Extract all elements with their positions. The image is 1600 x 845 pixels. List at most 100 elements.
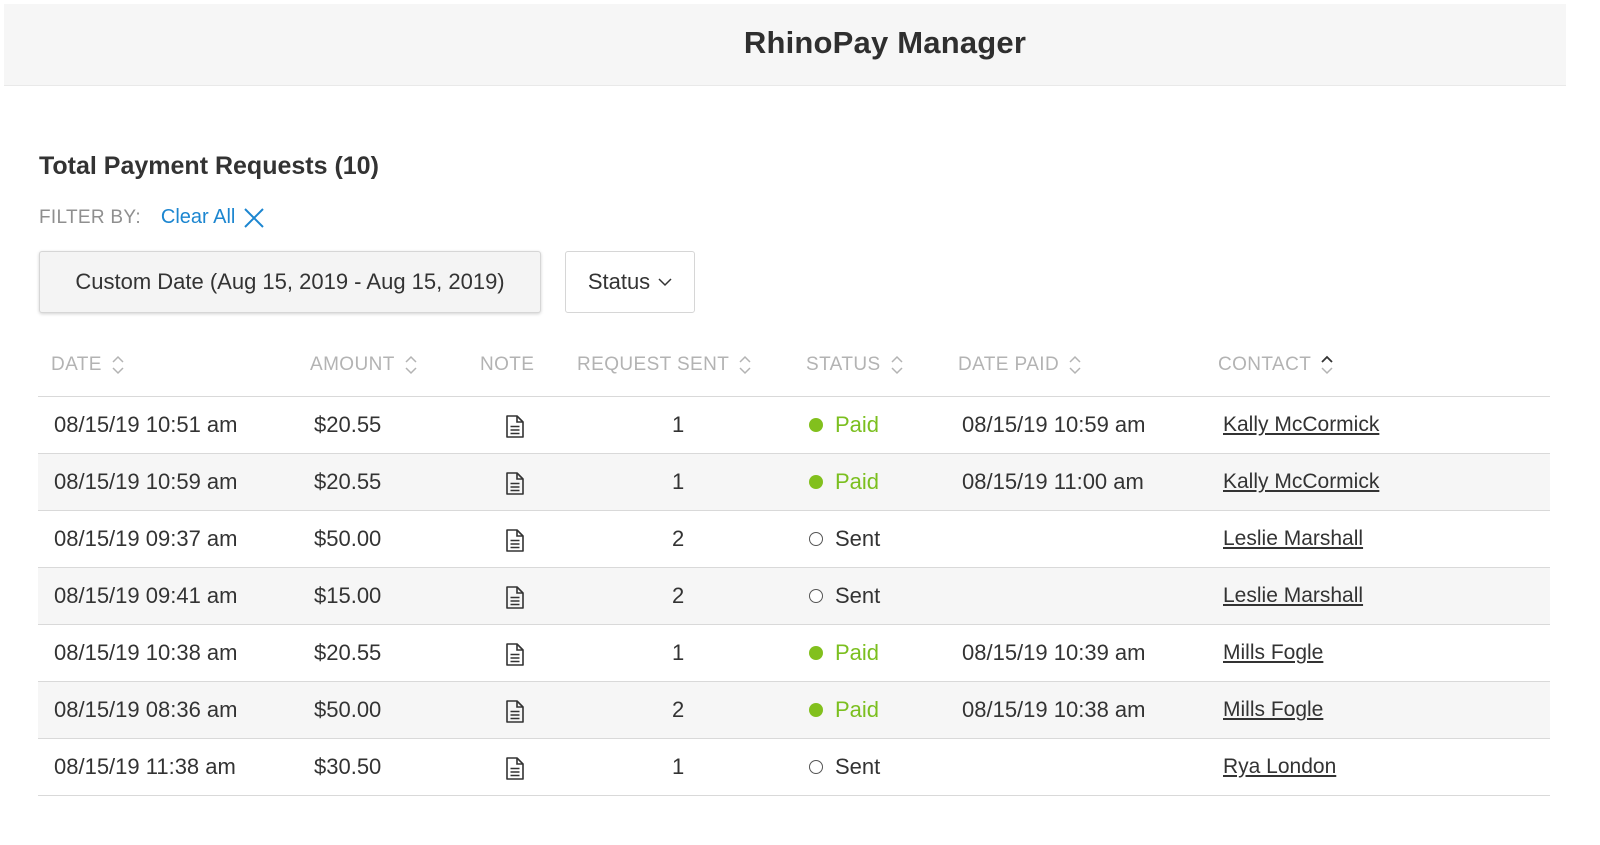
sort-icon [112, 355, 124, 375]
column-header-label: NOTE [480, 354, 535, 375]
table-row: 08/15/19 09:37 am $50.00 2 Sent Leslie Marsh… [38, 511, 1550, 568]
sent-status-circle-icon [809, 589, 823, 603]
app-header: RhinoPay Manager [4, 4, 1566, 86]
request-sent-cell: 2 [672, 526, 685, 551]
request-sent-cell: 1 [672, 469, 685, 494]
clear-all-button[interactable]: Clear All [161, 206, 265, 229]
date-cell: 08/15/19 11:38 am [54, 754, 236, 779]
app-title: RhinoPay Manager [743, 24, 1027, 60]
page-title: Total Payment Requests (10) [39, 152, 379, 180]
column-header-status[interactable]: STATUS [806, 354, 903, 376]
date-cell: 08/15/19 10:59 am [54, 469, 238, 494]
column-header-note: NOTE [480, 354, 534, 376]
amount-cell: $15.00 [314, 583, 382, 608]
table-row: 08/15/19 10:38 am $20.55 1 Paid 08/15/19 10:… [38, 625, 1550, 682]
note-icon[interactable] [505, 528, 525, 553]
table-row: 08/15/19 08:36 am $50.00 2 Paid 08/15/19 10:… [38, 682, 1550, 739]
column-header-request-sent[interactable]: REQUEST SENT [577, 354, 751, 376]
custom-date-filter-button[interactable]: Custom Date (Aug 15, 2019 - Aug 15, 2019… [39, 251, 541, 313]
column-header-contact[interactable]: CONTACT [1218, 354, 1333, 376]
date-paid-cell: 08/15/19 10:59 am [962, 412, 1146, 437]
amount-cell: $20.55 [314, 469, 382, 494]
table-header: DATE AMOUNT NOTE REQUEST SENT STATUS DAT… [38, 342, 1550, 397]
sort-icon [405, 355, 417, 375]
chevron-down-icon [658, 278, 672, 287]
status-cell: Sent [809, 754, 880, 780]
column-header-amount[interactable]: AMOUNT [310, 354, 417, 376]
note-icon[interactable] [505, 756, 525, 781]
status-label: Paid [835, 697, 880, 722]
date-cell: 08/15/19 08:36 am [54, 697, 238, 722]
status-label: Paid [835, 412, 880, 437]
clear-all-label: Clear All [160, 206, 236, 228]
status-cell: Paid [809, 469, 879, 495]
request-sent-cell: 2 [672, 697, 685, 722]
status-cell: Paid [809, 412, 879, 438]
column-header-label: AMOUNT [310, 354, 395, 375]
status-cell: Sent [809, 583, 880, 609]
sort-icon [891, 355, 903, 375]
column-header-label: DATE PAID [958, 354, 1060, 375]
table-row: 08/15/19 09:41 am $15.00 2 Sent Leslie Marsh… [38, 568, 1550, 625]
note-icon[interactable] [505, 699, 525, 724]
contact-link[interactable]: Rya London [1223, 755, 1337, 778]
date-cell: 08/15/19 10:51 am [54, 412, 238, 437]
date-paid-cell: 08/15/19 10:38 am [962, 697, 1146, 722]
sort-icon [1069, 355, 1081, 375]
sent-status-circle-icon [809, 760, 823, 774]
column-header-label: REQUEST SENT [577, 354, 730, 375]
note-icon[interactable] [505, 471, 525, 496]
contact-link[interactable]: Mills Fogle [1223, 641, 1324, 664]
date-cell: 08/15/19 10:38 am [54, 640, 238, 665]
payment-requests-table: DATE AMOUNT NOTE REQUEST SENT STATUS DAT… [38, 342, 1550, 796]
date-cell: 08/15/19 09:37 am [54, 526, 238, 551]
date-cell: 08/15/19 09:41 am [54, 583, 238, 608]
paid-status-dot-icon [809, 703, 823, 717]
column-header-date[interactable]: DATE [51, 354, 124, 376]
contact-link[interactable]: Mills Fogle [1223, 698, 1324, 721]
column-header-label: CONTACT [1218, 354, 1312, 375]
status-label: Sent [835, 583, 881, 608]
sort-icon [739, 355, 751, 375]
sort-ascending-icon [1321, 355, 1333, 375]
table-row: 08/15/19 10:59 am $20.55 1 Paid 08/15/19 11:… [38, 454, 1550, 511]
filter-label: FILTER BY: [39, 206, 141, 228]
status-label: Paid [835, 469, 880, 494]
column-header-date-paid[interactable]: DATE PAID [958, 354, 1081, 376]
note-icon[interactable] [505, 585, 525, 610]
request-sent-cell: 1 [672, 640, 685, 665]
status-cell: Paid [809, 697, 879, 723]
close-icon [244, 207, 265, 228]
custom-date-filter-label: Custom Date (Aug 15, 2019 - Aug 15, 2019… [75, 269, 505, 294]
note-icon[interactable] [505, 414, 525, 439]
paid-status-dot-icon [809, 475, 823, 489]
note-icon[interactable] [505, 642, 525, 667]
contact-link[interactable]: Leslie Marshall [1223, 527, 1364, 550]
date-paid-cell: 08/15/19 11:00 am [962, 469, 1144, 494]
contact-link[interactable]: Kally McCormick [1223, 413, 1380, 436]
amount-cell: $50.00 [314, 697, 382, 722]
contact-link[interactable]: Kally McCormick [1223, 470, 1380, 493]
contact-link[interactable]: Leslie Marshall [1223, 584, 1364, 607]
table-body: 08/15/19 10:51 am $20.55 1 Paid 08/15/19 10:… [38, 397, 1550, 796]
column-header-label: STATUS [806, 354, 881, 375]
paid-status-dot-icon [809, 646, 823, 660]
table-row: 08/15/19 11:38 am $30.50 1 Sent Rya London [38, 739, 1550, 796]
table-row: 08/15/19 10:51 am $20.55 1 Paid 08/15/19 10:… [38, 397, 1550, 454]
request-sent-cell: 2 [672, 583, 685, 608]
amount-cell: $20.55 [314, 640, 382, 665]
request-sent-cell: 1 [672, 412, 685, 437]
paid-status-dot-icon [809, 418, 823, 432]
amount-cell: $50.00 [314, 526, 382, 551]
request-sent-cell: 1 [672, 754, 685, 779]
status-label: Sent [835, 754, 881, 779]
status-label: Sent [835, 526, 881, 551]
status-filter-dropdown[interactable]: Status [565, 251, 695, 313]
filter-bar: FILTER BY: Clear All [39, 206, 265, 229]
status-filter-label: Status [587, 269, 651, 294]
amount-cell: $20.55 [314, 412, 382, 437]
date-paid-cell: 08/15/19 10:39 am [962, 640, 1146, 665]
status-cell: Paid [809, 640, 879, 666]
amount-cell: $30.50 [314, 754, 382, 779]
column-header-label: DATE [51, 354, 102, 375]
